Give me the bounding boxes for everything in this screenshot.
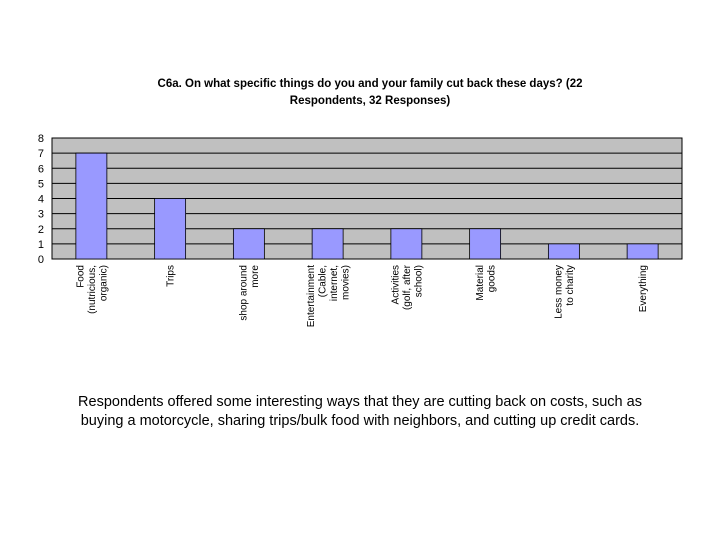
chart-title: C6a. On what specific things do you and … [60,76,680,110]
y-tick-label: 1 [38,239,44,251]
y-tick-label: 5 [38,178,44,190]
y-tick-label: 8 [38,133,44,145]
bar [154,198,187,260]
x-category-label: Everything [638,265,649,312]
y-tick-label: 4 [38,194,44,206]
chart-title-line-1: C6a. On what specific things do you and … [157,78,583,90]
x-category-label-line: Entertainment [306,265,317,327]
x-category-label-line: (nutricious, [87,265,98,314]
y-tick-label: 7 [38,148,44,160]
bar [469,228,502,260]
bar [626,243,659,260]
x-category-label: Materialgoods [475,265,498,301]
x-category-label-line: Material [475,265,486,301]
y-tick-label: 2 [38,224,44,236]
x-category-label-line: internet, [329,265,340,301]
x-category-label-line: shop around [239,265,250,321]
x-category-label-line: organic) [98,265,109,301]
x-category-label-line: Trips [166,265,177,287]
x-category-label-line: Everything [638,265,649,312]
x-category-label: Food(nutricious,organic) [75,265,109,314]
x-category-label-line: movies) [340,265,351,300]
caption-line-1: Respondents offered some interesting way… [78,394,642,410]
y-tick-label: 3 [38,209,44,221]
chart-title-line-2: Respondents, 32 Responses) [289,95,451,107]
bar [311,228,344,260]
x-category-label: Trips [166,265,177,287]
x-category-label-line: (golf, after [402,264,413,310]
x-category-label: Less moneyto charity [554,265,577,319]
y-tick-label: 0 [38,254,44,266]
bar [75,152,108,260]
x-category-label-line: Less money [554,265,565,319]
bar [390,228,423,260]
x-category-label: Activities(golf, afterschool) [390,264,424,310]
caption-line-2: buying a motorcycle, sharing trips/bulk … [80,413,640,429]
x-category-label-line: Activities [390,265,401,304]
x-category-label: shop aroundmore [239,265,262,321]
x-category-label-line: more [250,265,261,288]
x-category-label-line: to charity [565,265,576,306]
bar [547,243,580,260]
x-category-label-line: school) [413,265,424,297]
bar-chart: 0 1 2 3 4 5 6 7 8 Food(nutricious,organic) Trips sh… [38,133,683,327]
bar [232,228,265,260]
x-category-label: Entertainment(Cable,internet,movies) [306,265,352,327]
caption: Respondents offered some interesting way… [30,393,690,431]
y-tick-label: 6 [38,163,44,175]
x-category-label-line: (Cable, [317,265,328,297]
x-category-label-line: goods [486,265,497,292]
x-category-label-line: Food [75,265,86,288]
